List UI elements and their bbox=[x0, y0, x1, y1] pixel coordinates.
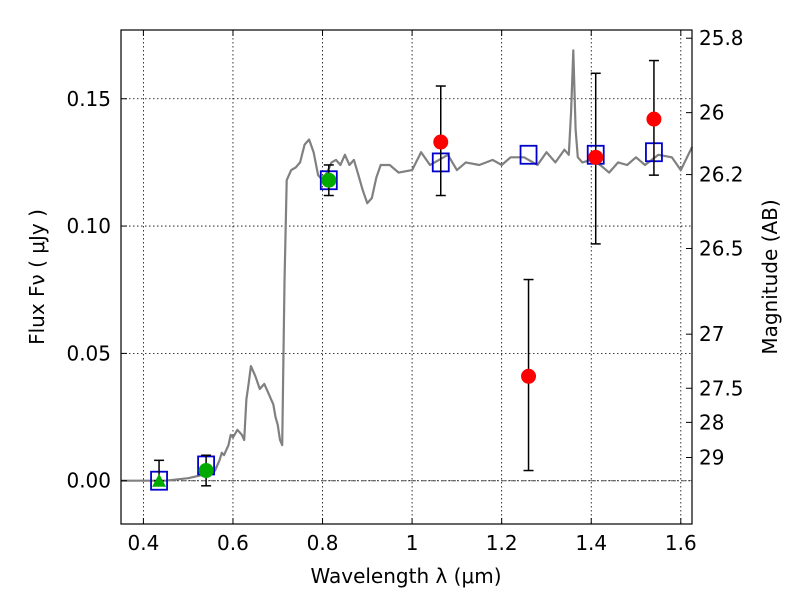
x-tick-label: 1.4 bbox=[575, 531, 607, 555]
x-tick-label: 0.4 bbox=[127, 531, 159, 555]
upper-limit-triangle bbox=[152, 473, 167, 487]
data-point bbox=[521, 368, 537, 384]
data-point bbox=[646, 111, 662, 127]
mag-tick-label: 26.2 bbox=[699, 163, 744, 187]
x-tick-label: 0.8 bbox=[307, 531, 339, 555]
axis-ticks bbox=[121, 30, 692, 524]
tick-labels: 0.4 0.6 0.8 1 1.2 1.4 1.6 0.00 0.05 0.10 0.15 25.8 2… bbox=[66, 26, 743, 555]
y-tick-label: 0.15 bbox=[66, 87, 111, 111]
mag-tick-label: 29 bbox=[699, 445, 724, 469]
data-point bbox=[198, 463, 214, 479]
spectrum-line bbox=[121, 49, 693, 482]
right-axis-label: Magnitude (AB) bbox=[758, 199, 782, 354]
mag-tick-label: 25.8 bbox=[699, 26, 744, 50]
y-tick-label: 0.00 bbox=[66, 469, 111, 493]
y-tick-label: 0.10 bbox=[66, 214, 111, 238]
mag-tick-label: 26.5 bbox=[699, 236, 744, 260]
data-point bbox=[433, 134, 449, 150]
x-axis-label: Wavelength λ (μm) bbox=[310, 564, 501, 588]
model-spectrum bbox=[121, 49, 693, 482]
mag-tick-label: 28 bbox=[699, 410, 724, 434]
model-square bbox=[519, 144, 538, 165]
x-tick-label: 1.6 bbox=[665, 531, 697, 555]
y-axis-label: Flux Fν ( μJy ) bbox=[25, 209, 49, 345]
plot-frame bbox=[120, 29, 693, 525]
x-tick-label: 1 bbox=[406, 531, 419, 555]
x-tick-label: 1.2 bbox=[486, 531, 518, 555]
mag-tick-label: 26 bbox=[699, 101, 724, 125]
data-point bbox=[321, 172, 337, 188]
y-tick-label: 0.05 bbox=[66, 341, 111, 365]
mag-tick-label: 27 bbox=[699, 322, 724, 346]
x-tick-label: 0.6 bbox=[217, 531, 249, 555]
data-point bbox=[588, 149, 604, 165]
photometry-points bbox=[150, 59, 663, 491]
mag-tick-label: 27.5 bbox=[699, 376, 744, 400]
grid-lines bbox=[121, 30, 692, 524]
